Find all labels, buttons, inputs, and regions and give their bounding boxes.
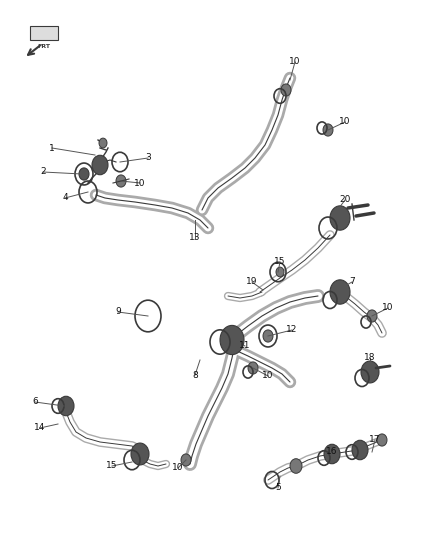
- FancyBboxPatch shape: [30, 26, 58, 40]
- Circle shape: [263, 330, 273, 342]
- Text: 4: 4: [62, 193, 68, 203]
- Circle shape: [324, 445, 340, 464]
- Circle shape: [352, 440, 368, 460]
- Circle shape: [181, 454, 191, 466]
- Text: 6: 6: [32, 398, 38, 407]
- Circle shape: [330, 206, 350, 230]
- Text: 8: 8: [192, 370, 198, 379]
- Text: 11: 11: [239, 342, 251, 351]
- Circle shape: [330, 280, 350, 304]
- Circle shape: [220, 326, 244, 354]
- Circle shape: [116, 175, 126, 187]
- Circle shape: [276, 267, 284, 277]
- Text: 15: 15: [274, 257, 286, 266]
- Text: 5: 5: [275, 483, 281, 492]
- Circle shape: [92, 155, 108, 175]
- Text: 17: 17: [369, 435, 381, 445]
- Text: 10: 10: [289, 58, 301, 67]
- Text: 9: 9: [115, 308, 121, 317]
- Circle shape: [131, 443, 149, 465]
- Text: 18: 18: [364, 353, 376, 362]
- Circle shape: [323, 124, 333, 136]
- Text: 1: 1: [49, 143, 55, 152]
- Text: 19: 19: [246, 278, 258, 287]
- Text: 16: 16: [326, 448, 338, 456]
- Circle shape: [361, 361, 379, 383]
- Text: FRT: FRT: [38, 44, 50, 50]
- Text: 14: 14: [34, 424, 46, 432]
- Circle shape: [281, 84, 291, 96]
- Text: 10: 10: [382, 303, 394, 312]
- Circle shape: [79, 168, 89, 180]
- Text: 13: 13: [189, 233, 201, 243]
- Text: 10: 10: [339, 117, 351, 126]
- Text: 10: 10: [172, 464, 184, 472]
- Text: 10: 10: [262, 372, 274, 381]
- Circle shape: [290, 459, 302, 473]
- Text: 15: 15: [106, 462, 118, 471]
- Text: 12: 12: [286, 326, 298, 335]
- Text: 3: 3: [145, 154, 151, 163]
- Text: 7: 7: [349, 278, 355, 287]
- Text: 2: 2: [40, 167, 46, 176]
- Circle shape: [367, 310, 377, 322]
- Circle shape: [248, 362, 258, 374]
- Circle shape: [58, 396, 74, 416]
- Text: 10: 10: [134, 179, 146, 188]
- Circle shape: [377, 434, 387, 446]
- Circle shape: [99, 138, 107, 148]
- Text: 20: 20: [339, 196, 351, 205]
